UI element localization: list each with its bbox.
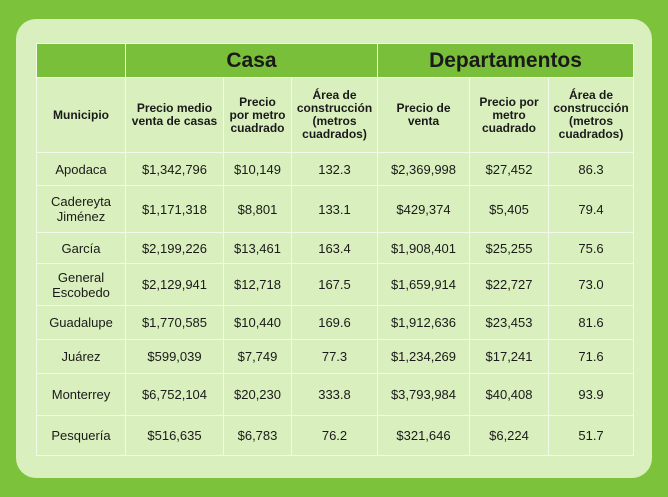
cell-depto-precio: $1,912,636 <box>377 305 470 340</box>
cell-depto-precio: $2,369,998 <box>377 152 470 186</box>
table-row: Cadereyta Jiménez $1,171,318 $8,801 133.… <box>36 185 635 233</box>
cell-municipio: Cadereyta Jiménez <box>36 185 126 233</box>
cell-casa-precio: $1,770,585 <box>125 305 224 340</box>
table-row: Guadalupe $1,770,585 $10,440 169.6 $1,91… <box>36 305 635 340</box>
cell-municipio: General Escobedo <box>36 263 126 306</box>
cell-municipio: Pesquería <box>36 415 126 456</box>
cell-casa-precio: $2,199,226 <box>125 232 224 264</box>
cell-casa-m2: $10,440 <box>223 305 292 340</box>
header-casa-m2: Precio por metro cuadrado <box>223 77 292 153</box>
cell-casa-area: 333.8 <box>291 373 378 416</box>
header-casa-area: Área de construcción (metros cuadrados) <box>291 77 378 153</box>
cell-casa-precio: $6,752,104 <box>125 373 224 416</box>
column-header-row: Municipio Precio medio venta de casas Pr… <box>36 77 635 153</box>
cell-depto-area: 93.9 <box>547 373 635 416</box>
cell-casa-m2: $20,230 <box>223 373 292 416</box>
table-row: Apodaca $1,342,796 $10,149 132.3 $2,369,… <box>36 152 635 186</box>
cell-casa-area: 76.2 <box>291 415 378 456</box>
cell-depto-m2: $27,452 <box>469 152 549 186</box>
cell-depto-m2: $22,727 <box>469 263 549 306</box>
cell-casa-area: 77.3 <box>291 339 378 374</box>
cell-depto-area: 86.3 <box>547 152 635 186</box>
header-depto-m2: Precio por metro cuadrado <box>469 77 549 153</box>
group-header-blank <box>36 43 126 78</box>
table-row: General Escobedo $2,129,941 $12,718 167.… <box>36 263 635 306</box>
cell-municipio: Apodaca <box>36 152 126 186</box>
housing-prices-table: Casa Departamentos Municipio Precio medi… <box>36 43 635 456</box>
cell-depto-m2: $40,408 <box>469 373 549 416</box>
cell-casa-m2: $6,783 <box>223 415 292 456</box>
cell-casa-m2: $12,718 <box>223 263 292 306</box>
cell-depto-precio: $1,908,401 <box>377 232 470 264</box>
cell-depto-precio: $1,659,914 <box>377 263 470 306</box>
cell-casa-precio: $2,129,941 <box>125 263 224 306</box>
cell-depto-precio: $321,646 <box>377 415 470 456</box>
cell-depto-m2: $5,405 <box>469 185 549 233</box>
cell-depto-precio: $1,234,269 <box>377 339 470 374</box>
cell-depto-precio: $429,374 <box>377 185 470 233</box>
cell-depto-area: 79.4 <box>547 185 635 233</box>
cell-depto-area: 73.0 <box>547 263 635 306</box>
cell-casa-m2: $8,801 <box>223 185 292 233</box>
cell-depto-area: 81.6 <box>547 305 635 340</box>
cell-casa-area: 133.1 <box>291 185 378 233</box>
group-header-departamentos: Departamentos <box>376 43 635 78</box>
cell-depto-area: 71.6 <box>547 339 635 374</box>
cell-depto-m2: $25,255 <box>469 232 549 264</box>
cell-casa-m2: $13,461 <box>223 232 292 264</box>
cell-casa-m2: $10,149 <box>223 152 292 186</box>
cell-depto-area: 75.6 <box>547 232 635 264</box>
header-municipio: Municipio <box>36 77 126 153</box>
cell-depto-m2: $6,224 <box>469 415 549 456</box>
cell-casa-m2: $7,749 <box>223 339 292 374</box>
cell-casa-precio: $599,039 <box>125 339 224 374</box>
header-depto-area: Área de construcción (metros cuadrados) <box>547 77 635 153</box>
cell-depto-area: 51.7 <box>547 415 635 456</box>
cell-casa-area: 167.5 <box>291 263 378 306</box>
cell-casa-area: 132.3 <box>291 152 378 186</box>
cell-municipio: Monterrey <box>36 373 126 416</box>
header-depto-precio: Precio de venta <box>377 77 470 153</box>
cell-casa-precio: $516,635 <box>125 415 224 456</box>
header-casa-precio: Precio medio venta de casas <box>125 77 224 153</box>
cell-casa-precio: $1,171,318 <box>125 185 224 233</box>
group-header-casa: Casa <box>125 43 378 78</box>
cell-depto-m2: $17,241 <box>469 339 549 374</box>
cell-casa-area: 163.4 <box>291 232 378 264</box>
table-row: Juárez $599,039 $7,749 77.3 $1,234,269 $… <box>36 339 635 374</box>
cell-depto-m2: $23,453 <box>469 305 549 340</box>
cell-municipio: Guadalupe <box>36 305 126 340</box>
table-row: Pesquería $516,635 $6,783 76.2 $321,646 … <box>36 415 635 456</box>
group-header-row: Casa Departamentos <box>36 43 635 78</box>
cell-casa-area: 169.6 <box>291 305 378 340</box>
table-row: Monterrey $6,752,104 $20,230 333.8 $3,79… <box>36 373 635 416</box>
cell-depto-precio: $3,793,984 <box>377 373 470 416</box>
table-row: García $2,199,226 $13,461 163.4 $1,908,4… <box>36 232 635 264</box>
cell-municipio: García <box>36 232 126 264</box>
cell-municipio: Juárez <box>36 339 126 374</box>
cell-casa-precio: $1,342,796 <box>125 152 224 186</box>
